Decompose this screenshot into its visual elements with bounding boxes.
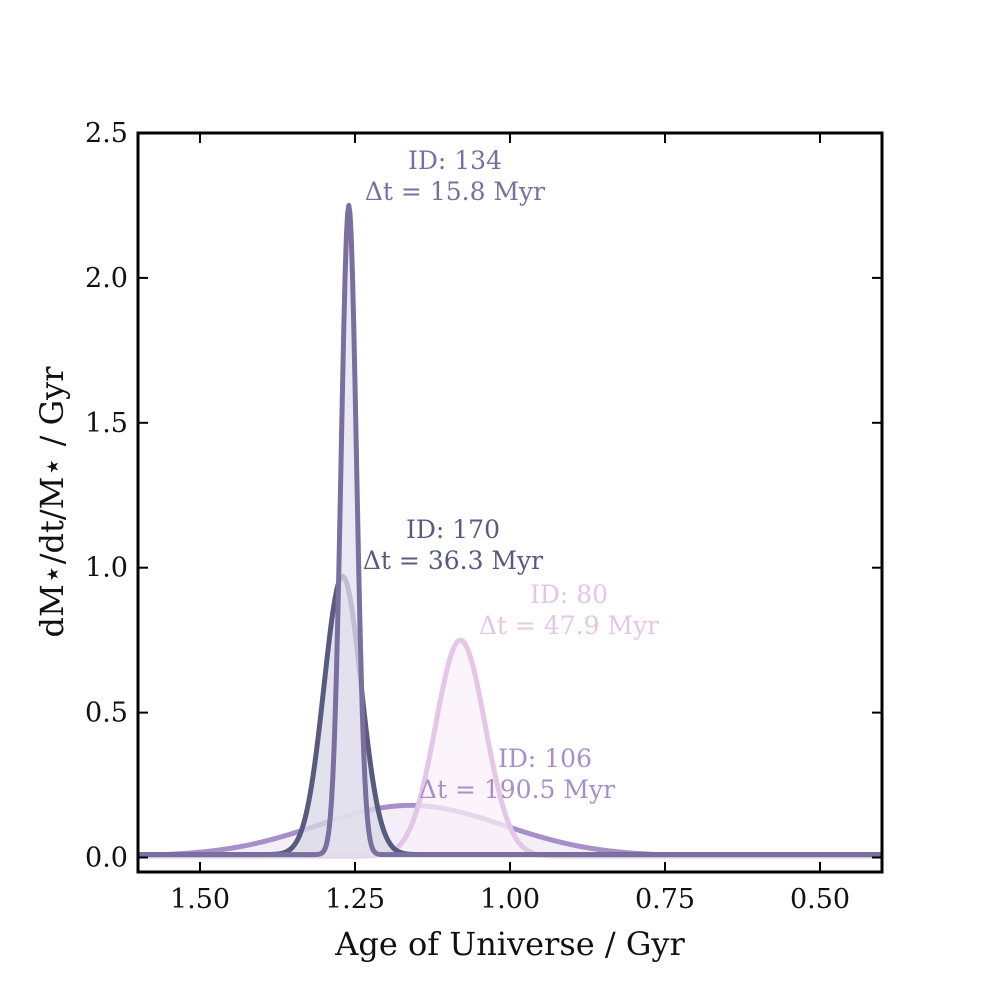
y-tick-label: 1.0	[85, 553, 128, 584]
series-line-3	[138, 202, 882, 858]
series-id-label: ID: 134	[408, 146, 502, 175]
x-axis-title: Age of Universe / Gyr	[334, 925, 685, 963]
x-tick-label: 1.00	[480, 884, 540, 915]
y-tick-label: 2.5	[85, 118, 128, 149]
y-tick-label: 2.0	[85, 263, 128, 294]
y-tick-label: 1.5	[85, 408, 128, 439]
series-layer	[138, 202, 882, 859]
x-tick-label: 1.50	[170, 884, 230, 915]
x-tick-label: 1.25	[325, 884, 385, 915]
y-axis-title: dM⋆/dt/M⋆ / Gyr	[33, 366, 71, 638]
tick-labels-layer: 1.50 1.25 1.00 0.75 0.50 0.0 0.5 1.0 1.5 2.0 2.5	[85, 118, 850, 915]
series-id-label: ID: 106	[498, 744, 592, 773]
plot-frame	[136, 131, 884, 874]
series-id-label: ID: 170	[406, 515, 500, 544]
series-dt-label: Δt = 15.8 Myr	[365, 177, 545, 206]
series-dt-label: Δt = 47.9 Myr	[479, 611, 659, 640]
x-tick-label: 0.50	[790, 884, 850, 915]
series-fill-2	[138, 576, 882, 858]
series-dt-label: Δt = 190.5 Myr	[419, 775, 615, 804]
series-id-label: ID: 80	[530, 580, 608, 609]
y-tick-label: 0.0	[85, 843, 128, 874]
x-tick-label: 0.75	[635, 884, 695, 915]
y-tick-label: 0.5	[85, 698, 128, 729]
series-dt-label: Δt = 36.3 Myr	[363, 546, 543, 575]
